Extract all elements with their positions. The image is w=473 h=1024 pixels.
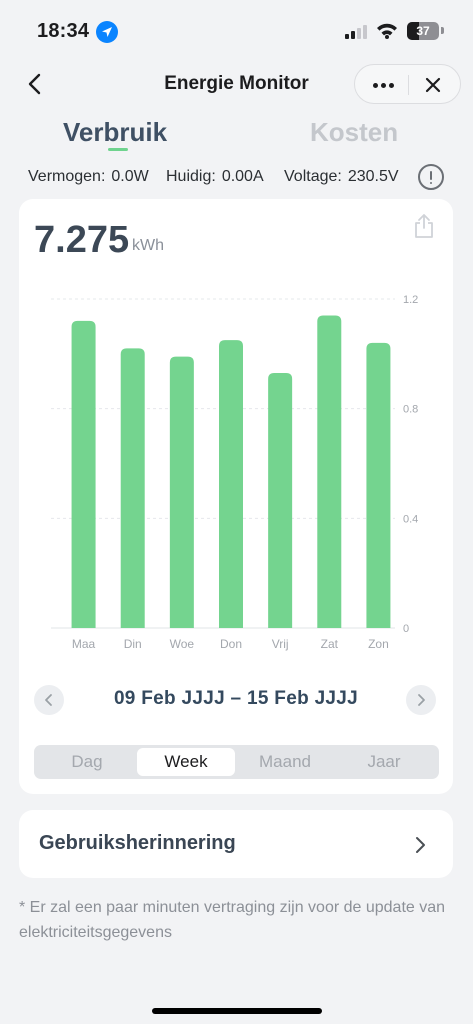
total-usage-unit: kWh bbox=[132, 237, 164, 254]
back-button[interactable] bbox=[22, 70, 50, 98]
live-readings: Vermogen: 0.0W Huidig: 0.00A Voltage: 230.5… bbox=[28, 168, 448, 190]
tab-verbruik[interactable]: Verbruik bbox=[63, 117, 168, 147]
status-time: 18:34 bbox=[37, 20, 90, 42]
mini-program-capsule bbox=[354, 64, 461, 104]
battery-icon: 37 bbox=[407, 22, 439, 40]
battery-percent: 37 bbox=[416, 24, 430, 38]
tab-kosten[interactable]: Kosten bbox=[310, 117, 399, 147]
x-tick-label: Zon bbox=[368, 637, 389, 651]
y-tick-label: 0.8 bbox=[403, 404, 418, 416]
current-label: Huidig: bbox=[166, 168, 216, 185]
total-usage-value: 7.275 bbox=[34, 219, 130, 261]
voltage-reading: Voltage: 230.5V bbox=[284, 168, 399, 186]
previous-week-button[interactable] bbox=[34, 685, 64, 715]
capsule-divider bbox=[408, 75, 409, 95]
chart-bar-zon bbox=[366, 342, 391, 628]
nav-bar: Energie Monitor bbox=[0, 60, 473, 108]
share-icon[interactable] bbox=[413, 213, 435, 239]
chart-canvas: 0 0.4 0.8 1.2 Maa Din Woe Don Vrij Zat Zon bbox=[51, 294, 418, 651]
date-range: 09 Feb JJJJ – 15 Feb JJJJ bbox=[113, 688, 359, 709]
period-week[interactable]: Week bbox=[137, 748, 235, 776]
close-button[interactable] bbox=[418, 71, 448, 99]
x-tick-label: Don bbox=[220, 637, 242, 651]
info-icon[interactable] bbox=[418, 164, 444, 190]
chevron-right-icon bbox=[418, 694, 425, 706]
chart-bar-maa bbox=[71, 320, 96, 628]
battery-fill bbox=[407, 22, 419, 40]
close-icon bbox=[425, 77, 441, 93]
delay-footnote: * Er zal een paar minuten vertraging zij… bbox=[19, 899, 446, 941]
chart-bar-zat bbox=[317, 315, 342, 628]
period-maand[interactable]: Maand bbox=[259, 752, 311, 771]
power-label: Vermogen: bbox=[28, 168, 106, 185]
status-bar: 18:34 37 bbox=[0, 0, 473, 60]
x-tick-label: Maa bbox=[72, 637, 96, 651]
location-arrow-icon bbox=[96, 21, 118, 43]
current-value: 0.00A bbox=[221, 168, 264, 185]
more-dots-icon bbox=[381, 83, 386, 88]
x-tick-label: Zat bbox=[321, 637, 339, 651]
chevron-left-icon bbox=[45, 694, 52, 706]
power-value: 0.0W bbox=[111, 168, 149, 185]
y-tick-label: 0.4 bbox=[403, 513, 418, 525]
wifi-icon bbox=[377, 23, 397, 39]
y-tick-label: 1.2 bbox=[403, 294, 418, 306]
chevron-right-icon bbox=[416, 837, 425, 853]
tab-indicator bbox=[108, 148, 128, 151]
chart-bar-woe bbox=[169, 356, 194, 628]
usage-reminder-row[interactable]: Gebruiksherinnering bbox=[19, 810, 453, 878]
cellular-signal-icon bbox=[345, 24, 369, 39]
next-week-button[interactable] bbox=[406, 685, 436, 715]
usage-reminder-label: Gebruiksherinnering bbox=[39, 832, 236, 854]
page-title: Energie Monitor bbox=[164, 73, 309, 94]
y-tick-label: 0 bbox=[403, 623, 409, 635]
more-dots-icon bbox=[389, 83, 394, 88]
period-jaar[interactable]: Jaar bbox=[367, 752, 401, 771]
period-dag[interactable]: Dag bbox=[71, 752, 103, 771]
usage-card: 7.275 kWh 0 0.4 0.8 1.2 Maa Din Woe Don Vrij Zat Z… bbox=[19, 199, 453, 794]
usage-bar-chart: 0 0.4 0.8 1.2 Maa Din Woe Don Vrij Zat Zon bbox=[19, 279, 453, 659]
more-dots-icon bbox=[373, 83, 378, 88]
battery-tip bbox=[441, 27, 444, 34]
more-button[interactable] bbox=[365, 69, 401, 101]
x-tick-label: Din bbox=[124, 637, 142, 651]
chevron-left-icon bbox=[28, 73, 41, 95]
x-tick-label: Woe bbox=[170, 637, 195, 651]
period-selector: Dag Week Maand Jaar bbox=[34, 745, 439, 779]
chart-bar-don bbox=[219, 340, 243, 628]
current-reading: Huidig: 0.00A bbox=[166, 168, 264, 186]
chart-bar-vrij bbox=[268, 373, 293, 628]
voltage-label: Voltage: bbox=[284, 168, 342, 185]
voltage-value: 230.5V bbox=[347, 168, 399, 185]
chart-bar-din bbox=[120, 348, 145, 628]
x-tick-label: Vrij bbox=[272, 637, 289, 651]
home-indicator bbox=[152, 1008, 322, 1014]
power-reading: Vermogen: 0.0W bbox=[28, 168, 149, 186]
